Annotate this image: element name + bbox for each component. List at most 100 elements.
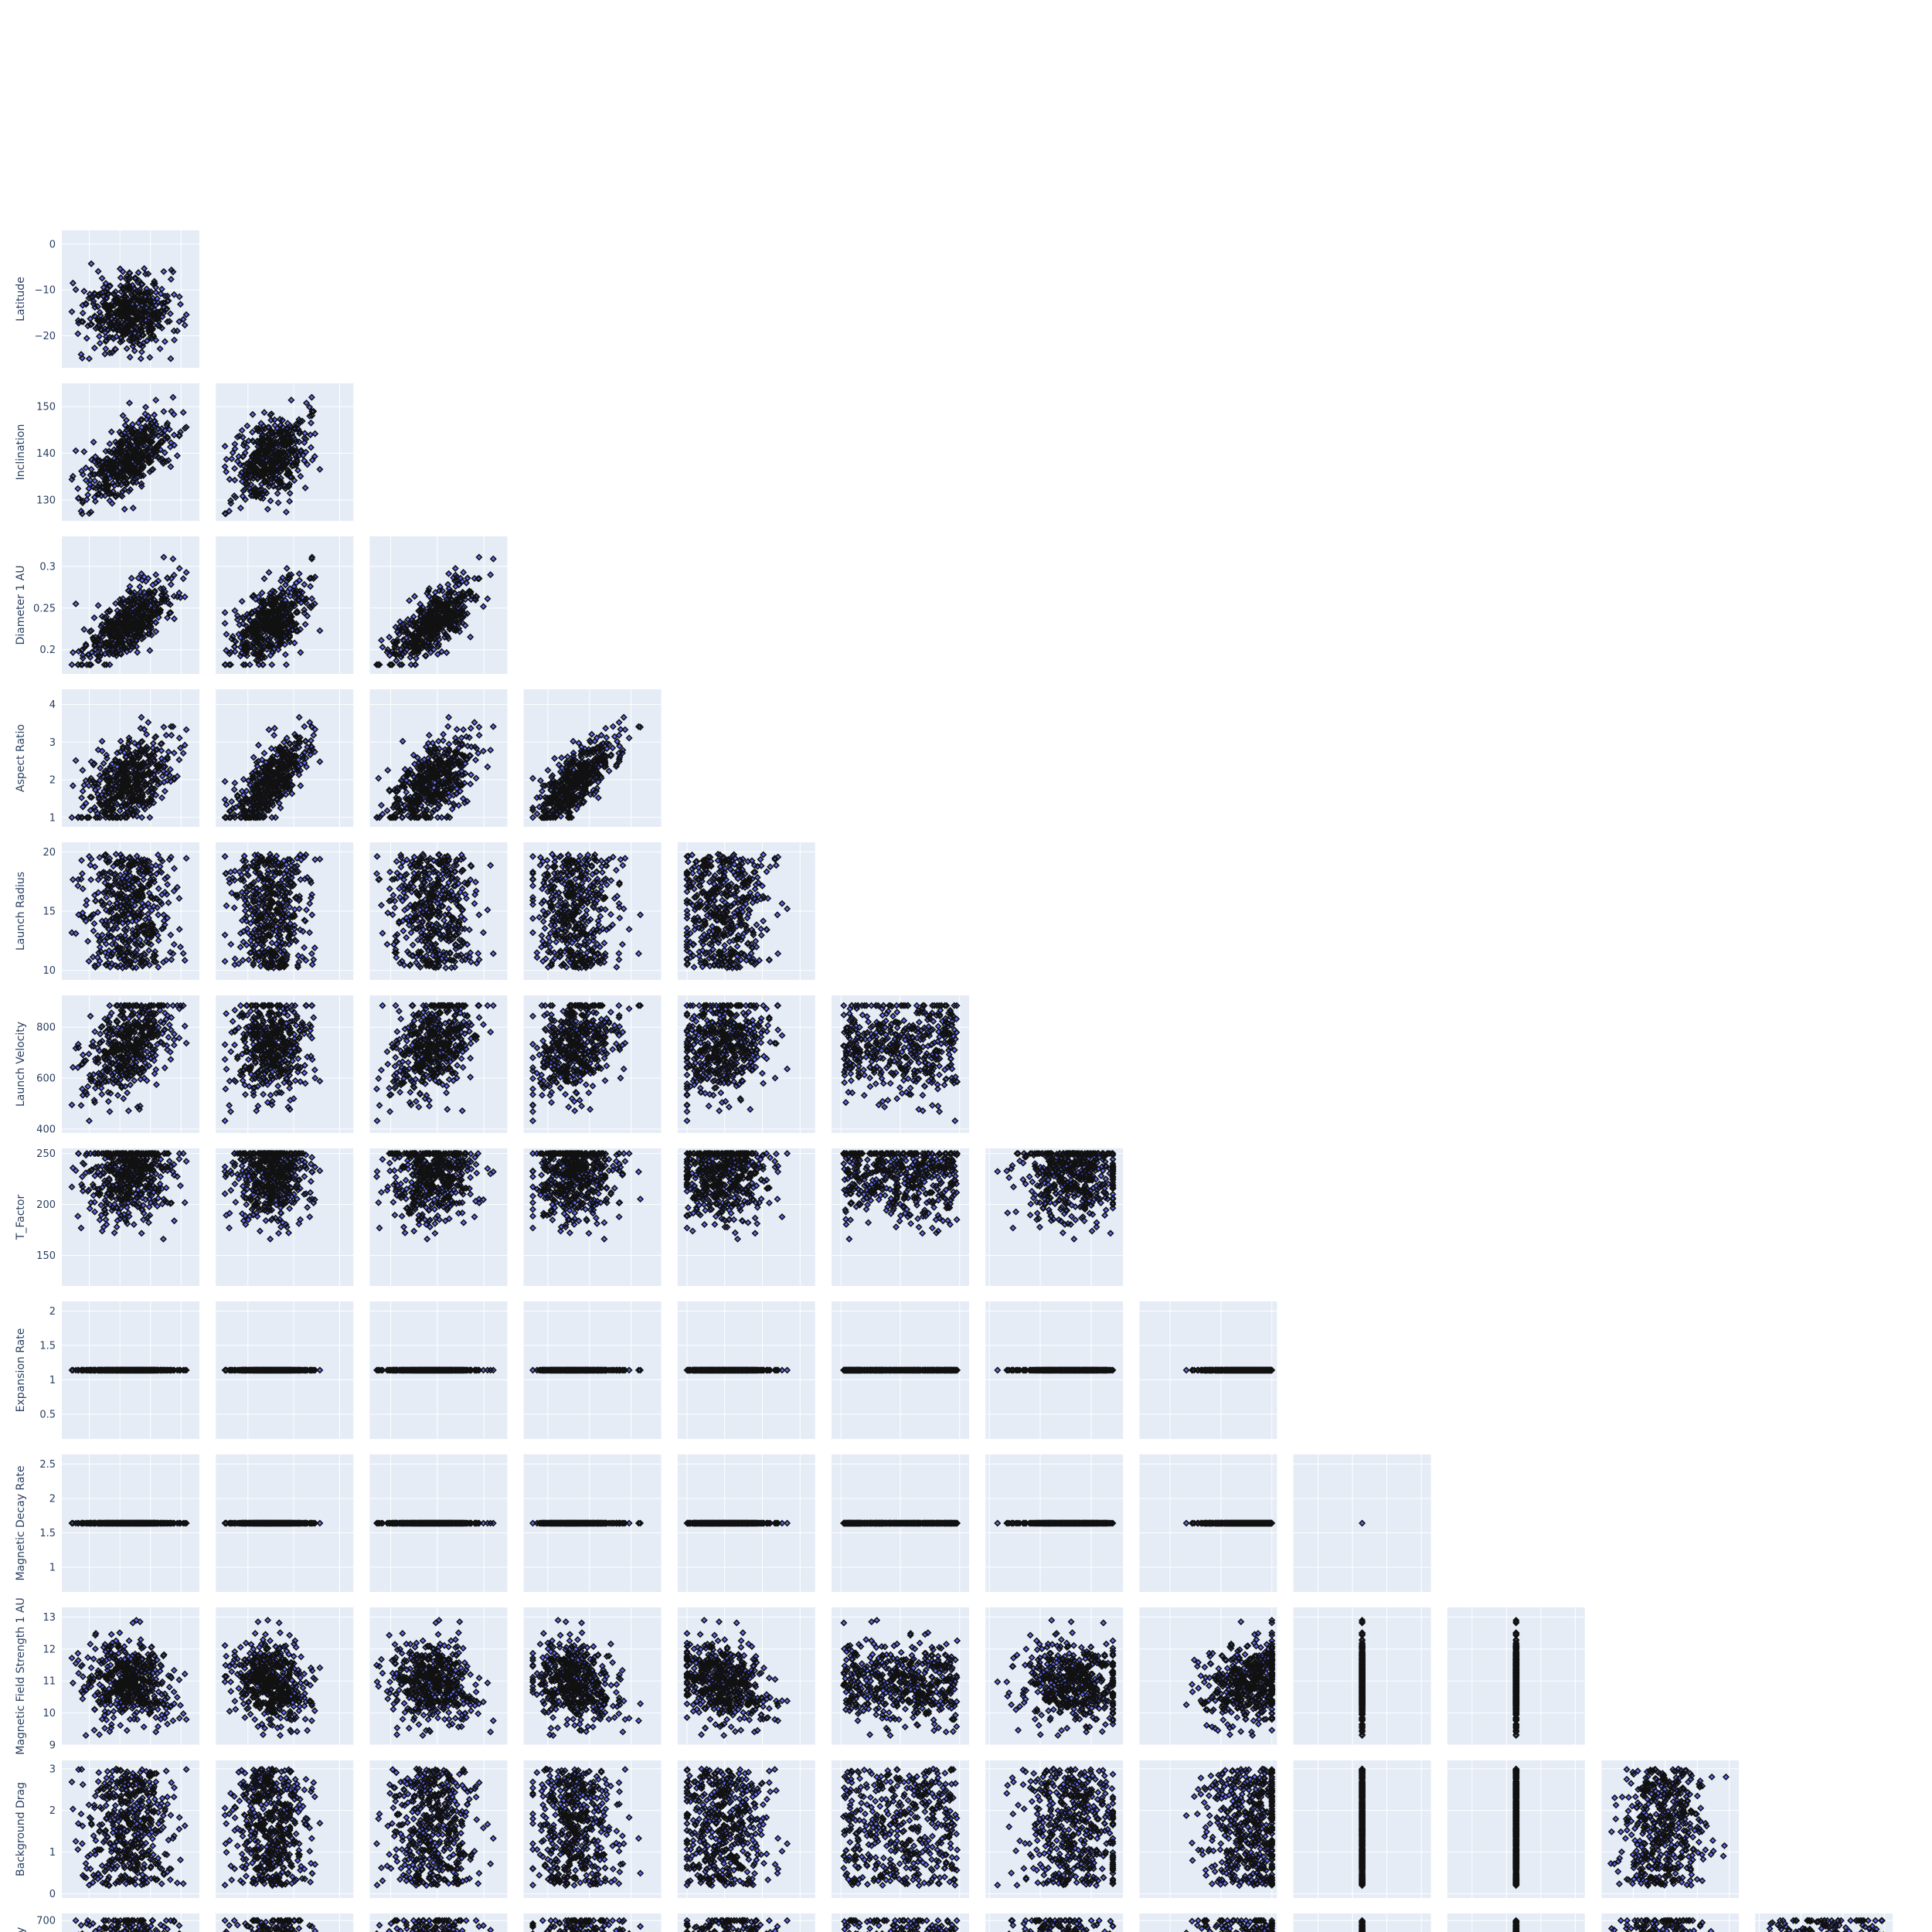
y-tick-label: 0 (49, 1889, 56, 1900)
scatter-points (372, 713, 497, 821)
panel-lr-vs-lat (216, 842, 354, 980)
scatter-points (68, 1150, 190, 1243)
scatter-points (221, 393, 324, 518)
panel-mdr-vs-inc (369, 1454, 508, 1592)
scatter-points (839, 1617, 961, 1740)
panel-bd-vs-asp (677, 1760, 815, 1898)
y-tick-label: 1 (49, 1562, 56, 1573)
y-tick-label: −20 (35, 331, 56, 342)
scatter-points (221, 1617, 324, 1740)
scatter-points (994, 1765, 1117, 1889)
y-axis-title: Expansion Rate (15, 1328, 27, 1413)
panel-bd-vs-lv (985, 1760, 1124, 1898)
panel-lr-vs-inc (369, 842, 508, 980)
scatter-points (372, 553, 497, 668)
scatter-points (72, 1917, 183, 1932)
scatter-points (68, 1366, 190, 1374)
y-axis-title: T_Factor (15, 1195, 27, 1241)
scatter-points (994, 1150, 1117, 1243)
panel-lv-vs-dia (523, 995, 662, 1133)
scatter-points (375, 1917, 495, 1932)
scatter-points (221, 1765, 324, 1889)
y-tick-label: 130 (36, 495, 56, 506)
scatter-points (221, 553, 324, 668)
y-tick-label: 1 (49, 1847, 56, 1859)
y-axis-title: Launch Radius (15, 872, 27, 951)
panel-lr-vs-asp (677, 842, 815, 980)
y-tick-label: 250 (36, 1148, 56, 1160)
panel-mfs-vs-mdr (1447, 1607, 1585, 1746)
scatter-points (994, 1617, 1117, 1740)
panel-bd-vs-lr (832, 1760, 969, 1898)
panel-bv-vs-mfs (1600, 1913, 1739, 1932)
panel-inc-vs-lat (216, 383, 354, 521)
scatter-points (68, 1519, 190, 1527)
y-tick-label: 2 (49, 1306, 56, 1318)
y-tick-label: −10 (35, 285, 56, 297)
scatter-points (1182, 1765, 1276, 1889)
scatter-points (372, 1765, 497, 1889)
scatter-points (683, 1917, 791, 1932)
scatter-points (372, 1366, 497, 1374)
panel-asp-vs-dia (523, 689, 662, 827)
scatter-points (1359, 1617, 1366, 1740)
scatter-points (68, 393, 190, 518)
y-tick-label: 0.25 (33, 603, 56, 614)
scatter-points (68, 553, 190, 668)
y-tick-label: 0.2 (39, 645, 56, 656)
panel-mfs-vs-lon (62, 1607, 199, 1746)
panel-tf-vs-inc (369, 1148, 508, 1286)
panel-er-vs-lat (216, 1301, 354, 1439)
y-tick-label: 10 (43, 1708, 56, 1719)
scatter-points (529, 1519, 645, 1527)
scatter-points (221, 1917, 319, 1932)
scatter-points (1182, 1519, 1276, 1527)
y-tick-label: 1 (49, 812, 56, 824)
panel-er-vs-asp (677, 1301, 815, 1439)
scatter-points (68, 1002, 190, 1124)
panel-mfs-vs-tf (1139, 1607, 1277, 1746)
scatter-points (221, 850, 324, 972)
scatter-points (68, 713, 190, 821)
scatter-points (1607, 1765, 1730, 1889)
panel-bv-vs-inc (369, 1913, 508, 1932)
scatter-points (221, 1366, 324, 1374)
scatter-points (68, 1617, 190, 1740)
panel-bd-vs-lon (62, 1760, 199, 1898)
y-tick-label: 2.5 (39, 1459, 56, 1471)
panel-er-vs-dia (523, 1301, 662, 1439)
panel-bv-vs-mdr (1447, 1913, 1585, 1932)
panel-mdr-vs-tf (1139, 1454, 1277, 1592)
scatter-points (1607, 1917, 1715, 1932)
scatter-points (1512, 1917, 1520, 1932)
panel-lr-vs-dia (523, 842, 662, 980)
scatter-points (529, 713, 645, 821)
panel-lv-vs-inc (369, 995, 508, 1133)
panel-lr-vs-lon (62, 842, 199, 980)
scatter-points (529, 850, 645, 972)
scatter-points (839, 1002, 961, 1124)
panel-bv-vs-lr (832, 1913, 969, 1932)
scatter-points (839, 1150, 961, 1243)
panel-lat-vs-lon (62, 230, 199, 368)
panel-tf-vs-lr (832, 1148, 969, 1286)
y-axis-title: Inclination (15, 424, 27, 481)
panel-er-vs-tf (1139, 1301, 1277, 1439)
y-tick-label: 20 (43, 847, 56, 859)
scatter-points (68, 260, 190, 362)
axis-labels-layer: −20−100Latitude130140150Inclination0.20.… (15, 239, 56, 1932)
y-tick-label: 1 (49, 1375, 56, 1386)
y-tick-label: 15 (43, 906, 56, 918)
y-tick-label: 1.5 (39, 1340, 56, 1352)
scatter-points (839, 1519, 961, 1527)
panel-mfs-vs-lv (985, 1607, 1124, 1746)
panel-mdr-vs-lv (985, 1454, 1124, 1592)
y-tick-label: 800 (36, 1022, 56, 1034)
panel-tf-vs-lat (216, 1148, 354, 1286)
y-axis-title: Aspect Ratio (15, 724, 27, 792)
panel-bd-vs-lat (216, 1760, 354, 1898)
scatter-points (221, 1519, 324, 1527)
panel-bv-vs-tf (1139, 1913, 1277, 1932)
scatter-points (683, 1519, 791, 1527)
panel-mdr-vs-dia (523, 1454, 662, 1592)
